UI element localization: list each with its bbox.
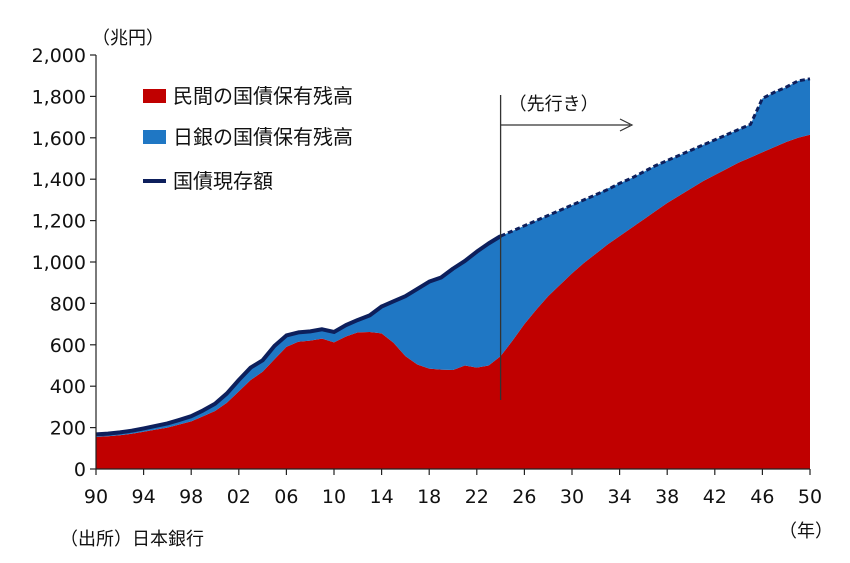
x-tick-label: 46 <box>750 486 774 508</box>
y-tick-label: 1,400 <box>32 169 86 191</box>
x-tick-label: 06 <box>274 486 298 508</box>
series-area-private <box>96 134 810 469</box>
series-line-total-forecast <box>500 77 811 238</box>
x-tick-label: 34 <box>608 486 632 508</box>
x-tick-label: 98 <box>179 486 203 508</box>
source-label: （出所）日本銀行 <box>60 529 204 550</box>
y-tick-label: 2,000 <box>32 45 86 67</box>
y-tick-label: 0 <box>74 459 86 481</box>
annotations: （先行き） <box>499 94 634 400</box>
x-tick-label: 30 <box>560 486 584 508</box>
x-tick-label: 38 <box>655 486 679 508</box>
forecast-arrow-head <box>619 118 634 132</box>
x-tick-label: 14 <box>370 486 394 508</box>
x-tick-label: 26 <box>512 486 536 508</box>
y-tick-label: 1,800 <box>32 86 86 108</box>
y-tick-label: 1,000 <box>32 252 86 274</box>
x-tick-label: 18 <box>417 486 441 508</box>
legend-swatch-private <box>143 89 166 103</box>
legend-label: 民間の国債保有残高 <box>173 84 353 108</box>
legend-label: 国債現存額 <box>173 169 273 193</box>
x-tick-label: 94 <box>132 486 156 508</box>
forecast-label: （先行き） <box>509 94 599 115</box>
y-tick-label: 800 <box>50 293 86 315</box>
x-unit-label: （年） <box>779 521 833 542</box>
x-tick-label: 22 <box>465 486 489 508</box>
y-tick-label: 400 <box>50 376 86 398</box>
x-tick-label: 02 <box>227 486 251 508</box>
x-tick-label: 90 <box>84 486 108 508</box>
plot-lines <box>95 77 811 437</box>
x-tick-label: 10 <box>322 486 346 508</box>
y-tick-label: 1,200 <box>32 211 86 233</box>
x-tick-label: 42 <box>703 486 727 508</box>
legend-label: 日銀の国債保有残高 <box>173 125 353 149</box>
axes: 0 200 400 600 800 1,000 1,200 1,400 1,600 1,800 2,… <box>32 28 833 550</box>
y-unit-label: （兆円） <box>92 28 164 49</box>
x-tick-label: 50 <box>798 486 822 508</box>
y-tick-label: 1,600 <box>32 128 86 150</box>
legend-swatch-boj <box>143 130 166 144</box>
y-tick-label: 200 <box>50 418 86 440</box>
y-tick-label: 600 <box>50 335 86 357</box>
series-line-total-actual <box>95 234 502 437</box>
